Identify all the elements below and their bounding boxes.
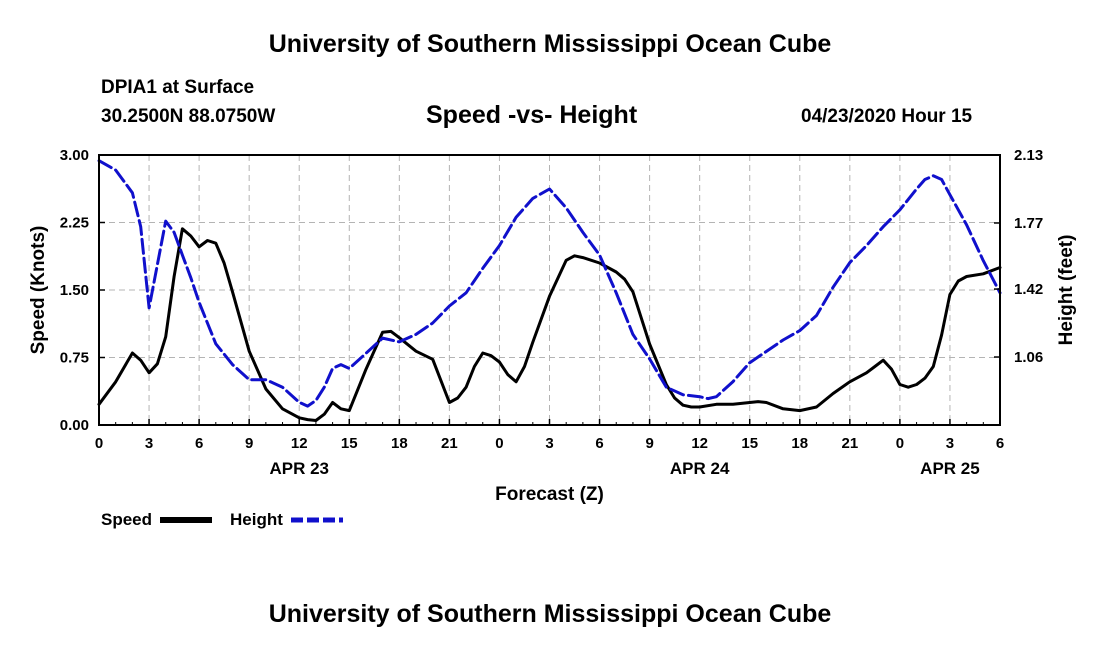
x-date-label: APR 24 [670, 459, 730, 478]
x-tick-label: 18 [791, 435, 808, 452]
legend-height-label: Height [230, 510, 283, 529]
x-tick-label: 12 [691, 435, 708, 452]
y-left-tick-label: 3.00 [60, 147, 89, 164]
y-left-tick-label: 2.25 [60, 215, 89, 232]
page-title: University of Southern Mississippi Ocean… [268, 30, 832, 58]
x-tick-label: 6 [195, 435, 203, 452]
x-tick-label: 3 [545, 435, 553, 452]
station-label: DPIA1 at Surface [101, 77, 255, 98]
x-tick-label: 0 [95, 435, 103, 452]
series-line-speed [97, 227, 1002, 422]
x-tick-label: 12 [291, 435, 308, 452]
y-right-tick-label: 1.06 [1014, 349, 1043, 366]
x-tick-label: 21 [841, 435, 858, 452]
y-right-tick-label: 2.13 [1014, 147, 1043, 164]
series-layer [97, 159, 1002, 422]
datetime-label: 04/23/2020 Hour 15 [801, 106, 973, 127]
x-date-label: APR 23 [269, 459, 329, 478]
y-left-tick-label: 0.75 [60, 350, 89, 367]
x-tick-label: 15 [341, 435, 358, 452]
y-axis-right-label: Height (feet) [1056, 235, 1077, 346]
x-tick-label: 0 [896, 435, 904, 452]
y-right-tick-label: 1.42 [1014, 281, 1043, 298]
series-line-height [97, 159, 1002, 408]
x-tick-label: 0 [495, 435, 503, 452]
y-right-tick-label: 1.77 [1014, 215, 1043, 232]
x-tick-label: 6 [595, 435, 603, 452]
y-left-tick-label: 0.00 [60, 417, 89, 434]
x-tick-label: 9 [645, 435, 653, 452]
footer-title: University of Southern Mississippi Ocean… [268, 600, 832, 628]
x-axis-label: Forecast (Z) [495, 484, 604, 505]
y-left-tick-label: 1.50 [60, 282, 89, 299]
x-date-label: APR 25 [920, 459, 980, 478]
y-axis-left-label: Speed (Knots) [28, 226, 49, 355]
coordinates-label: 30.2500N 88.0750W [101, 106, 276, 127]
grid-lines [99, 155, 1000, 425]
legend-speed-label: Speed [101, 510, 152, 529]
x-tick-label: 9 [245, 435, 253, 452]
legend: Speed Height [101, 510, 343, 529]
axis-ticks: 0 3 6 9 12 15 18 21 0 3 6 9 12 15 18 21 0 3 6 0.00 0.75 1.50 2… [60, 147, 1043, 478]
x-tick-label: 3 [946, 435, 954, 452]
x-tick-label: 3 [145, 435, 153, 452]
x-tick-label: 15 [741, 435, 758, 452]
x-tick-label: 6 [996, 435, 1004, 452]
chart-title: Speed -vs- Height [426, 101, 638, 129]
x-tick-label: 21 [441, 435, 458, 452]
x-tick-label: 18 [391, 435, 408, 452]
